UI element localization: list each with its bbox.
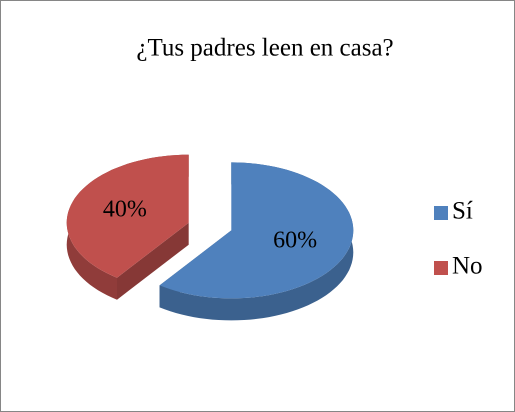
data-label: 60% bbox=[273, 227, 317, 253]
slice-edge bbox=[117, 222, 189, 300]
legend-swatch bbox=[434, 261, 448, 275]
legend-swatch bbox=[434, 206, 448, 220]
slice-side bbox=[159, 162, 354, 321]
data-label: 40% bbox=[103, 197, 147, 223]
legend-label: No bbox=[452, 253, 483, 280]
slice bbox=[66, 154, 189, 278]
slice bbox=[159, 162, 354, 299]
legend-label: Sí bbox=[452, 198, 473, 225]
chart-title: ¿Tus padres leen en casa? bbox=[136, 35, 393, 62]
